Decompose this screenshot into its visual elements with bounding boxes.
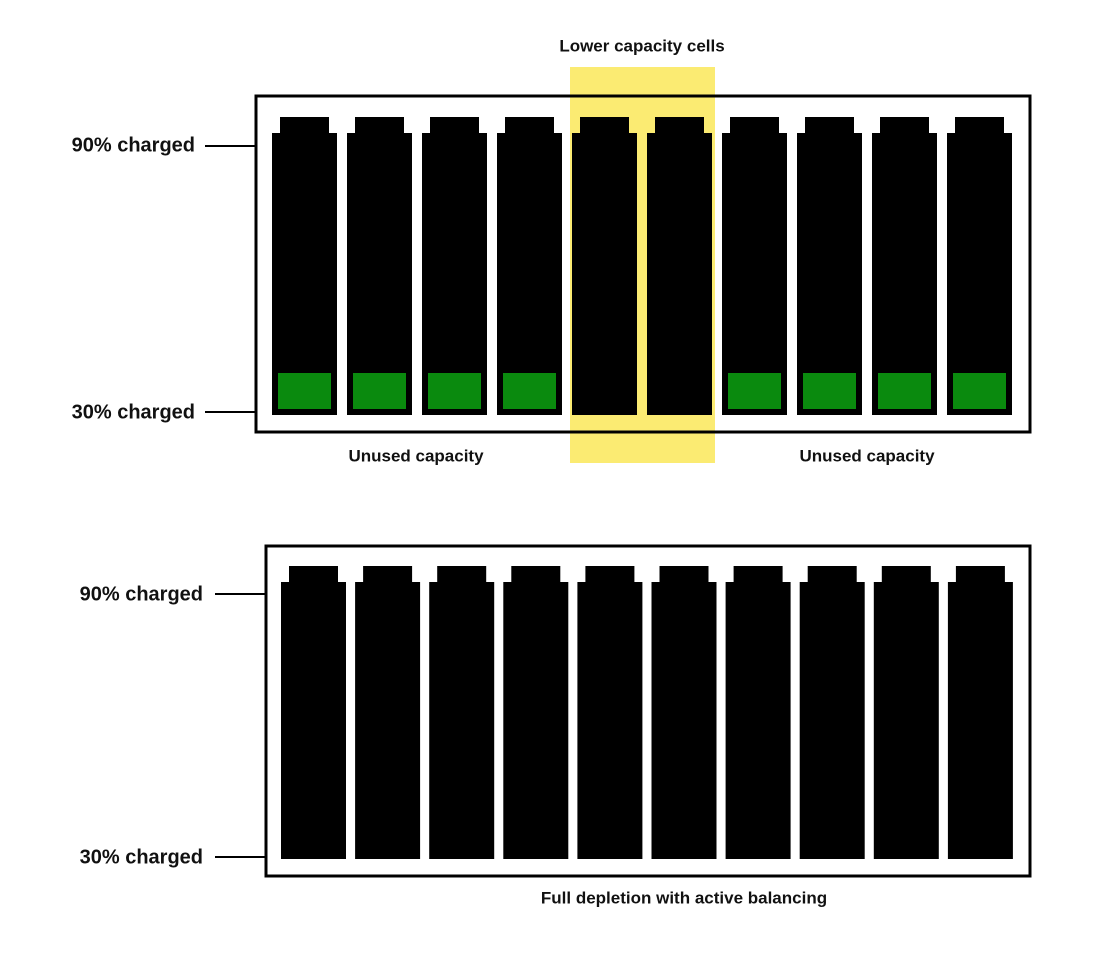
cell-body	[497, 133, 562, 415]
cell-terminal	[280, 117, 329, 135]
cell-terminal	[511, 566, 561, 584]
cell-terminal	[955, 566, 1005, 584]
unused-charge	[503, 373, 556, 409]
top-frame	[254, 94, 1032, 434]
cell-terminal	[730, 117, 779, 135]
highlight-caption: Lower capacity cells	[559, 36, 724, 55]
cell-body	[503, 582, 569, 859]
level-label: 90% charged	[72, 134, 195, 156]
unused-note: Unused capacity	[348, 446, 484, 465]
cell-terminal	[355, 117, 404, 135]
cell-terminal	[880, 117, 929, 135]
cell-terminal	[655, 117, 704, 135]
cell-body	[651, 582, 717, 859]
level-label: 30% charged	[72, 401, 195, 423]
cell-terminal	[585, 566, 635, 584]
cell-terminal	[805, 117, 854, 135]
cell-terminal	[659, 566, 709, 584]
cell-terminal	[289, 566, 338, 584]
cell-body	[947, 133, 1012, 415]
unused-charge	[278, 373, 331, 409]
cell-terminal	[580, 117, 629, 135]
bottom-cells	[281, 566, 1013, 859]
cell-body	[572, 133, 637, 415]
cell-body	[722, 133, 787, 415]
cell-terminal	[363, 566, 413, 584]
panel-caption: Full depletion with active balancing	[541, 888, 827, 907]
cell-body	[797, 133, 862, 415]
cell-body	[647, 133, 712, 415]
cell-body	[355, 582, 421, 859]
unused-charge	[353, 373, 406, 409]
unused-charge	[878, 373, 931, 409]
cell-body	[429, 582, 495, 859]
cell-terminal	[505, 117, 554, 135]
unused-charge	[803, 373, 856, 409]
cell-body	[872, 133, 937, 415]
cell-body	[422, 133, 487, 415]
cell-terminal	[881, 566, 931, 584]
cell-body	[799, 582, 865, 859]
cell-body	[272, 133, 337, 415]
top-cells	[272, 117, 1012, 415]
cell-body	[577, 582, 643, 859]
unused-charge	[728, 373, 781, 409]
cell-body	[947, 582, 1013, 859]
level-label: 90% charged	[80, 583, 203, 605]
cell-body	[725, 582, 791, 859]
cell-terminal	[430, 117, 479, 135]
cell-terminal	[807, 566, 857, 584]
cell-body	[873, 582, 939, 859]
unused-charge	[953, 373, 1006, 409]
unused-note: Unused capacity	[799, 446, 935, 465]
cell-terminal	[437, 566, 487, 584]
cell-terminal	[733, 566, 783, 584]
unused-charge	[428, 373, 481, 409]
cell-body	[281, 582, 346, 859]
level-label: 30% charged	[80, 846, 203, 868]
cell-terminal	[955, 117, 1004, 135]
cell-body	[347, 133, 412, 415]
